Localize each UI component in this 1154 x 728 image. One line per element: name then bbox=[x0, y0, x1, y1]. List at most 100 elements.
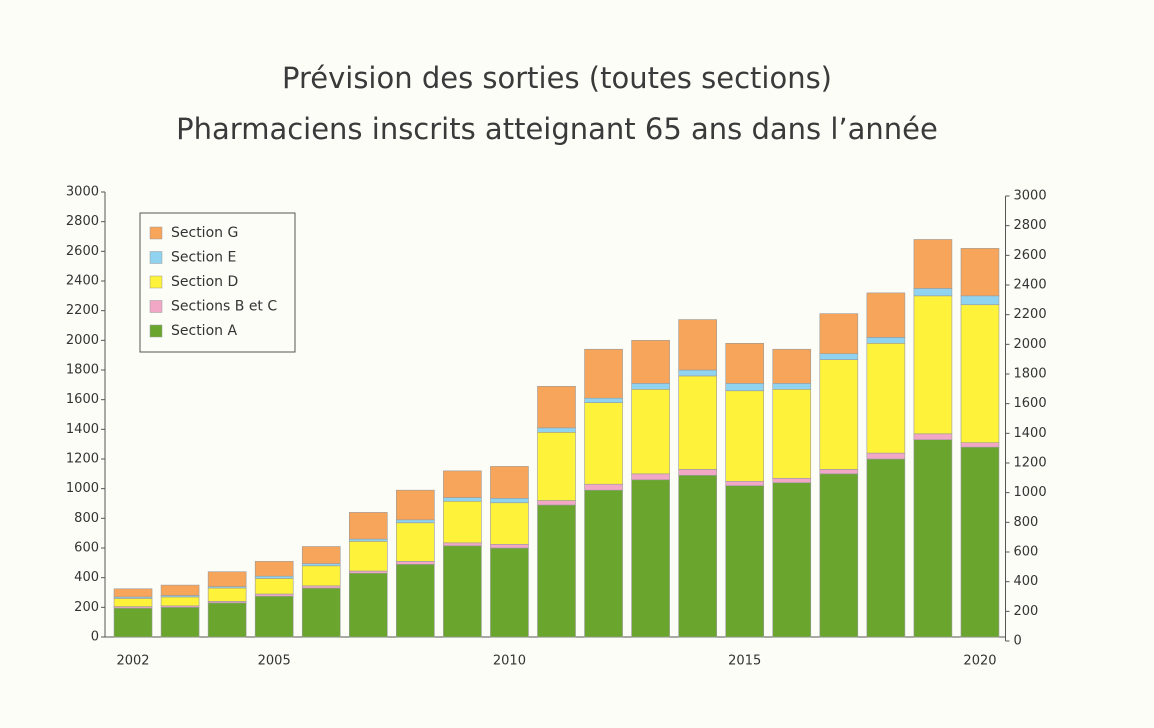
bar-segment bbox=[396, 519, 435, 524]
bar-segment bbox=[348, 541, 388, 572]
y2-tick-label: 600 bbox=[1014, 545, 1039, 560]
bar-segment bbox=[725, 342, 765, 384]
bar-segment bbox=[396, 522, 435, 562]
chart-subtitle: Pharmaciens inscrits atteignant 65 ans d… bbox=[176, 112, 938, 146]
y2-tick-label: 1600 bbox=[1014, 396, 1047, 411]
bar-segment bbox=[537, 386, 576, 429]
y2-tick-label: 200 bbox=[1014, 604, 1039, 619]
y-tick-label: 0 bbox=[91, 630, 99, 645]
bar-segment bbox=[678, 475, 717, 638]
y-tick-label: 2400 bbox=[66, 274, 99, 289]
y2-tick-label: 1800 bbox=[1014, 367, 1047, 382]
bar-segment bbox=[725, 390, 765, 482]
bar-segment bbox=[254, 595, 294, 638]
y2-tick-label: 2400 bbox=[1014, 278, 1047, 293]
y2-tick-label: 1400 bbox=[1014, 426, 1047, 441]
bar-segment bbox=[631, 479, 670, 638]
bar-segment bbox=[631, 383, 670, 390]
bar-segment bbox=[584, 483, 623, 491]
bar-segment bbox=[348, 570, 388, 574]
bar-segment bbox=[960, 304, 1000, 443]
bar-segment bbox=[725, 480, 765, 486]
bar-segment bbox=[396, 564, 435, 638]
bar-segment bbox=[207, 602, 247, 638]
y-tick-label: 3000 bbox=[66, 185, 99, 200]
chart-title: Prévision des sorties (toutes sections) bbox=[282, 61, 832, 95]
bar-segment bbox=[348, 538, 388, 542]
bar-segment bbox=[631, 473, 670, 481]
y-tick-label: 2200 bbox=[66, 303, 99, 318]
bar-segment bbox=[866, 342, 906, 454]
y-tick-label: 2000 bbox=[66, 333, 99, 348]
bar-segment bbox=[113, 607, 153, 638]
x-tick-label: 2015 bbox=[728, 654, 761, 669]
bar-segment bbox=[160, 584, 200, 596]
bar-segment bbox=[584, 489, 623, 638]
bar-segment bbox=[443, 500, 482, 544]
x-tick-label: 2010 bbox=[493, 654, 526, 669]
legend-label: Section E bbox=[171, 250, 236, 266]
bar-segment bbox=[960, 446, 1000, 638]
bar-segment bbox=[819, 353, 859, 360]
bar-segment bbox=[772, 388, 812, 479]
bar-segment bbox=[537, 431, 576, 501]
y2-tick-label: 2000 bbox=[1014, 337, 1047, 352]
bar-segment bbox=[678, 469, 717, 476]
bar-segment bbox=[207, 571, 247, 587]
bar-segment bbox=[913, 439, 953, 638]
bar-segment bbox=[866, 292, 906, 338]
bar-segment bbox=[254, 561, 294, 577]
bar-segment bbox=[301, 585, 341, 589]
bar-segment bbox=[819, 359, 859, 470]
y2-tick-label: 1200 bbox=[1014, 456, 1047, 471]
y-tick-label: 1200 bbox=[66, 452, 99, 467]
bar-segment bbox=[348, 512, 388, 540]
bar-segment bbox=[301, 587, 341, 638]
bar-segment bbox=[725, 485, 765, 638]
legend-swatch bbox=[149, 226, 163, 240]
y2-tick-label: 2200 bbox=[1014, 307, 1047, 322]
bar-segment bbox=[631, 340, 670, 384]
legend-swatch bbox=[149, 251, 163, 264]
bar-segment bbox=[490, 502, 529, 545]
y2-tick-label: 2800 bbox=[1014, 218, 1047, 233]
bar-segment bbox=[113, 588, 153, 598]
legend-swatch bbox=[149, 324, 163, 338]
y-tick-label: 2800 bbox=[66, 214, 99, 229]
bar-segment bbox=[160, 607, 200, 638]
legend-label: Section G bbox=[171, 225, 238, 241]
bar-segment bbox=[490, 466, 529, 499]
bar-segment bbox=[207, 587, 247, 602]
bar-segment bbox=[301, 565, 341, 587]
bar-segment bbox=[819, 469, 859, 475]
legend-label: Section D bbox=[171, 274, 238, 290]
bar-segment bbox=[254, 578, 294, 595]
bar-segment bbox=[537, 427, 576, 433]
bar-segment bbox=[537, 504, 576, 638]
bar-segment bbox=[113, 598, 153, 607]
y2-tick-label: 1000 bbox=[1014, 485, 1047, 500]
bar-segment bbox=[866, 458, 906, 638]
y2-tick-label: 400 bbox=[1014, 574, 1039, 589]
bar-segment bbox=[772, 348, 812, 384]
legend-swatch bbox=[149, 275, 163, 289]
y2-tick-label: 3000 bbox=[1014, 189, 1047, 204]
bar-segment bbox=[913, 239, 953, 289]
bar-segment bbox=[772, 482, 812, 638]
bar-segment bbox=[960, 442, 1000, 448]
bar-segment bbox=[490, 498, 529, 504]
bar-segment bbox=[960, 295, 1000, 306]
bar-segment bbox=[396, 489, 435, 521]
bar-segment bbox=[678, 369, 717, 377]
bar-segment bbox=[396, 561, 435, 565]
bar-segment bbox=[254, 575, 294, 579]
y-tick-label: 400 bbox=[74, 570, 99, 585]
bar-segment bbox=[866, 337, 906, 344]
x-tick-label: 2020 bbox=[963, 654, 996, 669]
bar-segment bbox=[490, 543, 529, 549]
y-tick-label: 600 bbox=[74, 541, 99, 556]
bar-segment bbox=[866, 452, 906, 460]
y2-tick-label: 800 bbox=[1014, 515, 1039, 530]
bar-segment bbox=[631, 388, 670, 475]
bar-segment bbox=[301, 546, 341, 564]
